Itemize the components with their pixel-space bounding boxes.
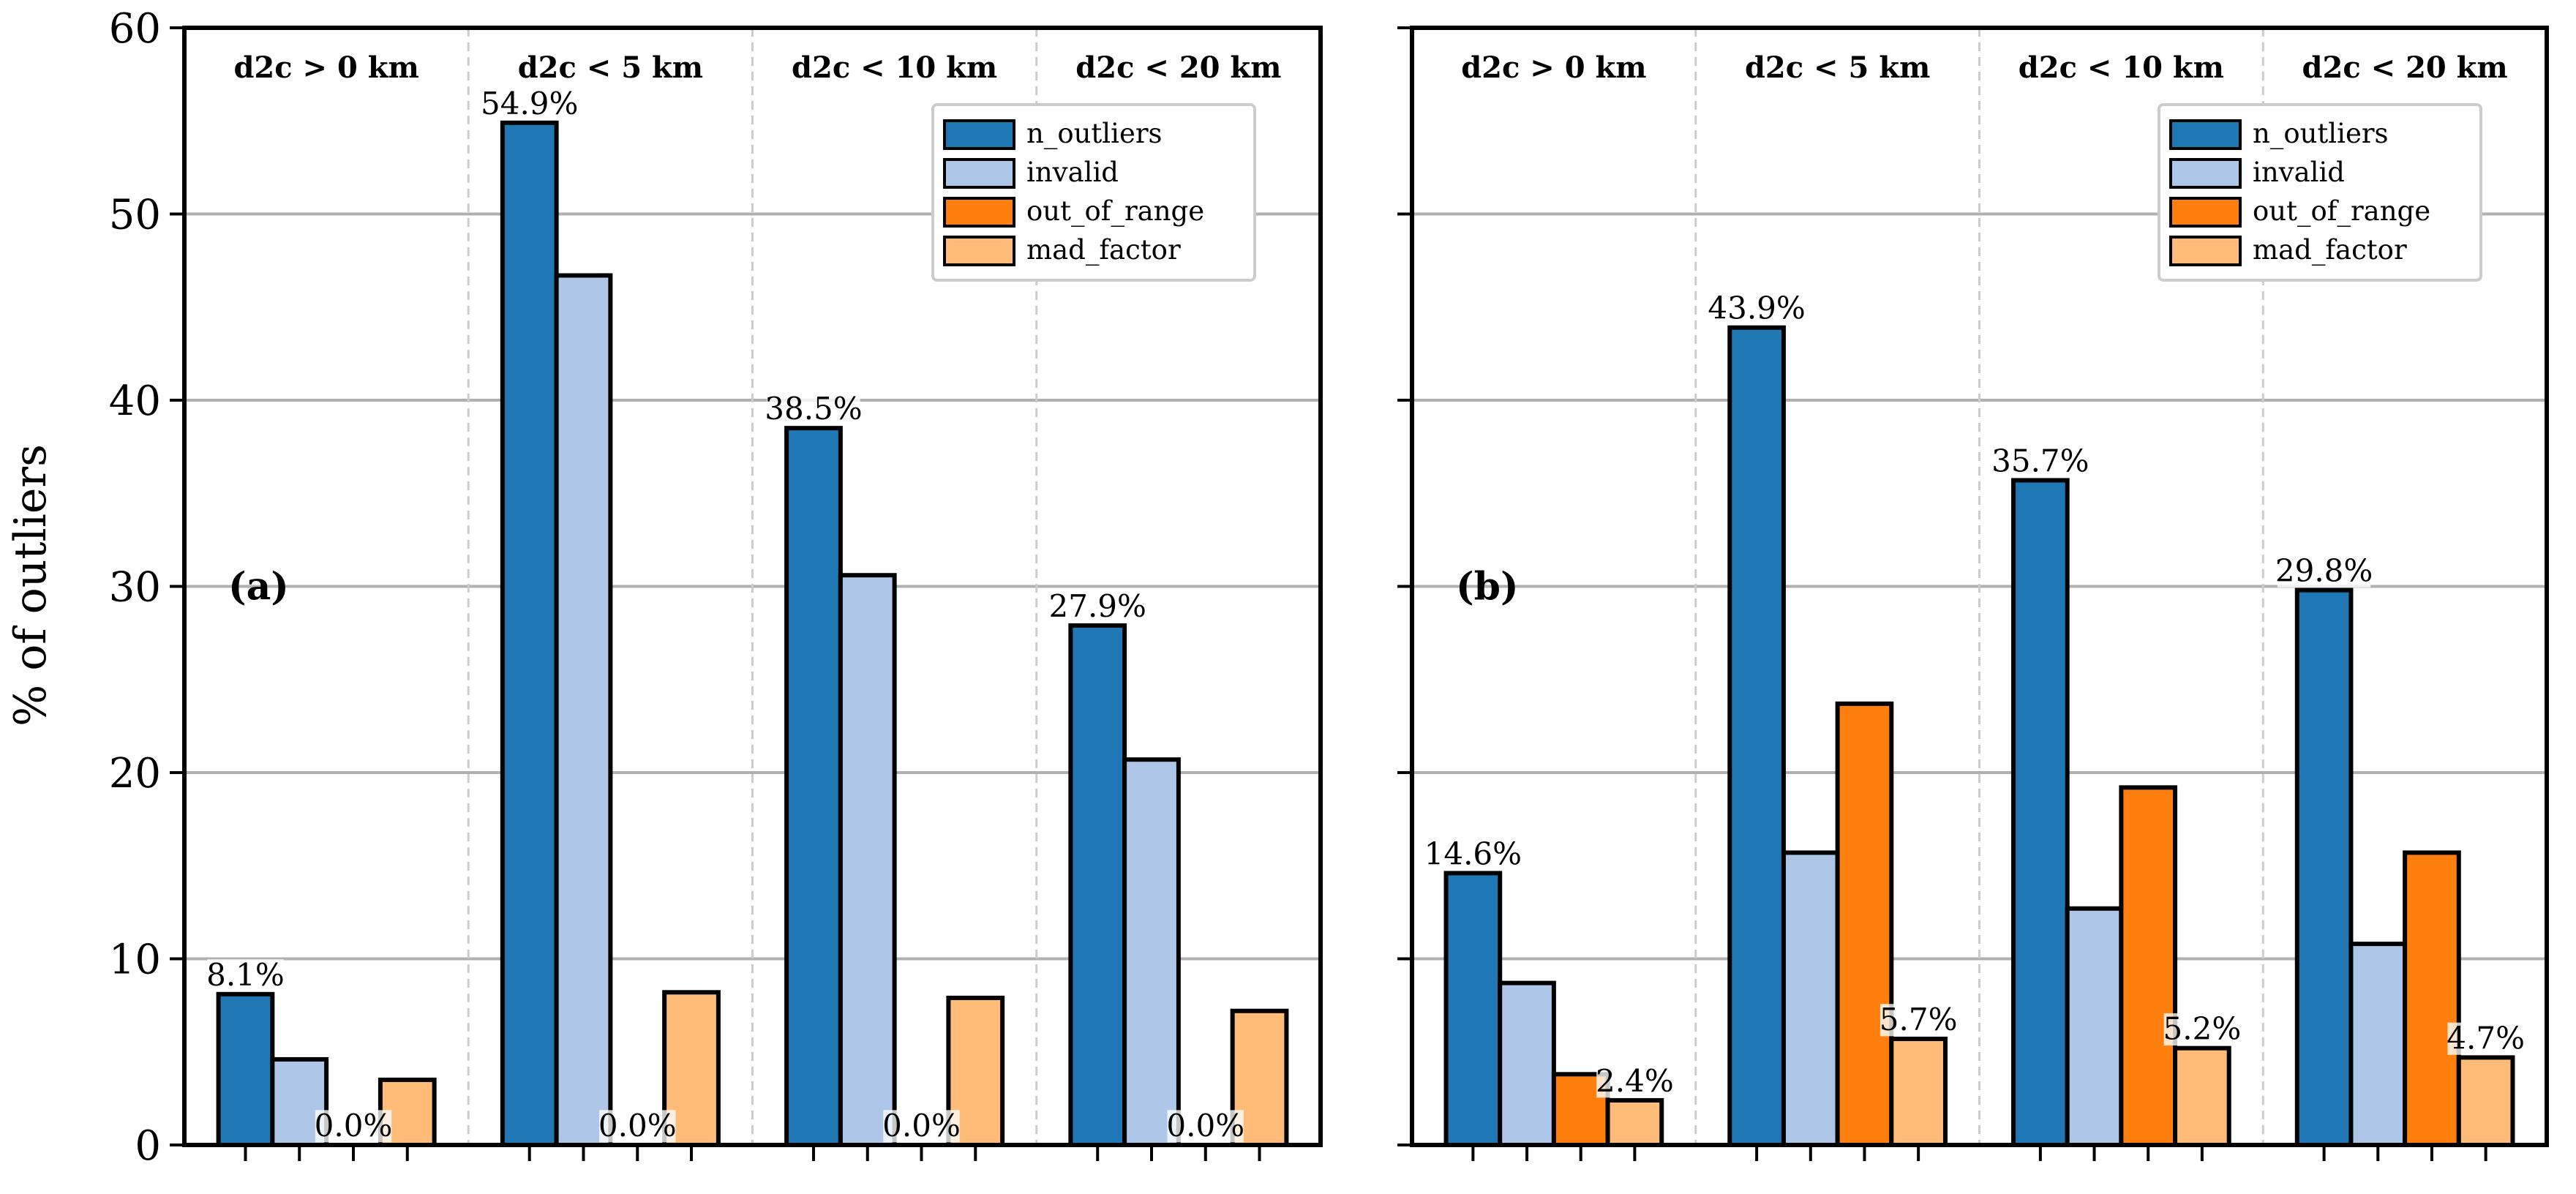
- panel-b-data-label-n-outliers-1: 14.6%: [1424, 836, 1522, 871]
- panel-a-legend-swatch-mad-factor: [943, 236, 1015, 266]
- panel-b-bar-out-of-range-4: [2403, 850, 2461, 1148]
- panel-a-group-label-1: d2c > 0 km: [233, 50, 418, 85]
- panel-b-data-label-n-outliers-3: 35.7%: [1991, 443, 2089, 478]
- panel-b-bar-n-outliers-3: [2011, 478, 2070, 1147]
- panel-b-bar-n-outliers-2: [1727, 325, 1786, 1147]
- panel-b-bar-n-outliers-4: [2294, 587, 2354, 1147]
- panel-a-bar-n-outliers-3: [784, 426, 843, 1147]
- panel-b-data-label-mad-factor-3: 5.2%: [2163, 1011, 2242, 1047]
- y-tick-label-20: 20: [109, 750, 161, 797]
- panel-a-data-label-out-of-range-4: 0.0%: [1166, 1108, 1244, 1144]
- panel-b-bar-n-outliers-1: [1443, 871, 1503, 1148]
- panel-a-legend-label-invalid: invalid: [1026, 157, 1119, 188]
- panel-b-group-label-4: d2c < 20 km: [2302, 50, 2508, 85]
- panel-a-bar-n-outliers-1: [216, 991, 275, 1147]
- panel-b-legend-swatch-mad-factor: [2169, 236, 2242, 266]
- panel-b-data-label-bg: [2447, 1022, 2524, 1055]
- panel-a-data-label-n-outliers-1: 8.1%: [206, 957, 285, 993]
- panel-a-group-label-3: d2c < 10 km: [792, 50, 997, 85]
- panel-b-legend-label-out-of-range: out_of_range: [2253, 195, 2430, 228]
- y-tick-label-40: 40: [109, 378, 161, 425]
- panel-b-legend-swatch-invalid: [2169, 158, 2242, 189]
- panel-b-legend-label-n-outliers: n_outliers: [2253, 118, 2389, 150]
- panel-b-data-label-bg: [1994, 445, 2087, 478]
- panel-a-group-label-2: d2c < 5 km: [518, 50, 703, 85]
- panel-a-data-label-bg: [1051, 590, 1144, 623]
- panel-b-bar-mad-factor-2: [1889, 1036, 1948, 1148]
- y-axis-label: % of outliers: [5, 444, 56, 726]
- panel-a-data-label-bg: [883, 1110, 960, 1143]
- panel-a-data-label-bg: [1167, 1110, 1244, 1143]
- panel-a-data-label-out-of-range-2: 0.0%: [598, 1108, 677, 1144]
- panel-a-legend-label-mad-factor: mad_factor: [1026, 234, 1181, 266]
- panel-b-data-label-mad-factor-1: 2.4%: [1596, 1063, 1674, 1099]
- panel-b-bar-invalid-3: [2065, 906, 2124, 1148]
- panel-a-data-label-n-outliers-4: 27.9%: [1049, 588, 1146, 624]
- panel-b-bar-out-of-range-2: [1835, 701, 1894, 1147]
- panel-b-legend-label-mad-factor: mad_factor: [2253, 234, 2407, 266]
- panel-a-data-label-bg: [315, 1110, 392, 1143]
- panel-b-data-label-n-outliers-4: 29.8%: [2275, 553, 2373, 589]
- panel-a-label: (a): [228, 565, 289, 609]
- panel-a-data-label-out-of-range-1: 0.0%: [315, 1108, 393, 1144]
- panel-a-bar-n-outliers-4: [1068, 623, 1127, 1147]
- panel-a-data-label-n-outliers-3: 38.5%: [765, 391, 862, 427]
- panel-b-group-label-2: d2c < 5 km: [1745, 50, 1930, 85]
- panel-b-label: (b): [1456, 565, 1519, 609]
- panel-b-data-label-bg: [1596, 1065, 1673, 1098]
- panel-b-legend-swatch-out-of-range: [2169, 197, 2242, 228]
- panel-b-data-label-bg: [1426, 838, 1520, 871]
- panel-b-group-label-3: d2c < 10 km: [2019, 50, 2224, 85]
- y-tick-label-0: 0: [135, 1122, 161, 1170]
- panel-b-data-label-n-outliers-2: 43.9%: [1708, 290, 1805, 326]
- panel-a-data-label-bg: [207, 959, 284, 992]
- panel-a-data-label-bg: [599, 1110, 676, 1143]
- panel-b-bar-mad-factor-3: [2173, 1045, 2231, 1148]
- panel-b-bar-mad-factor-1: [1605, 1097, 1664, 1148]
- panel-a-data-label-n-outliers-2: 54.9%: [481, 86, 578, 121]
- y-tick-label-60: 60: [109, 5, 161, 53]
- panel-a-data-label-bg: [482, 88, 577, 121]
- panel-b-data-label-bg: [1880, 1004, 1957, 1037]
- panel-a-legend-swatch-invalid: [943, 158, 1015, 189]
- panel-a-bar-n-outliers-2: [500, 120, 559, 1147]
- panel-a-group-label-4: d2c < 20 km: [1075, 50, 1281, 85]
- panel-b-bar-invalid-1: [1498, 980, 1556, 1147]
- panel-a-bar-invalid-4: [1122, 757, 1181, 1148]
- y-tick-label-10: 10: [109, 936, 161, 984]
- panel-a-bar-invalid-2: [554, 273, 613, 1147]
- panel-a-data-label-out-of-range-3: 0.0%: [882, 1108, 961, 1144]
- panel-b-data-label-bg: [2277, 555, 2371, 587]
- panel-b-bar-mad-factor-4: [2456, 1055, 2515, 1148]
- panel-b-group-label-1: d2c > 0 km: [1461, 50, 1646, 85]
- panel-b-legend-swatch-n-outliers: [2169, 119, 2242, 150]
- panel-a-legend-swatch-out-of-range: [943, 197, 1015, 228]
- panel-a-legend-label-out-of-range: out_of_range: [1026, 195, 1204, 228]
- panel-b-data-label-bg: [1710, 293, 1803, 326]
- panel-b-data-label-mad-factor-4: 4.7%: [2447, 1020, 2525, 1056]
- panel-b-data-label-mad-factor-2: 5.7%: [1880, 1002, 1958, 1037]
- panel-a-bar-invalid-3: [838, 573, 897, 1147]
- y-tick-label-50: 50: [109, 192, 161, 239]
- panel-b-legend-label-invalid: invalid: [2253, 157, 2345, 188]
- panel-a-legend-label-n-outliers: n_outliers: [1026, 118, 1163, 150]
- panel-b-bar-invalid-4: [2348, 942, 2408, 1147]
- panel-b-bar-out-of-range-3: [2119, 785, 2178, 1147]
- panel-a-data-label-bg: [767, 393, 860, 426]
- panel-b-bar-invalid-2: [1781, 850, 1840, 1148]
- panel-a-legend-swatch-n-outliers: [943, 119, 1015, 150]
- y-tick-label-30: 30: [109, 564, 161, 612]
- panel-b-data-label-bg: [2163, 1013, 2241, 1046]
- panel-a-frame: [182, 26, 1323, 1147]
- panel-b-frame: [1410, 26, 2549, 1147]
